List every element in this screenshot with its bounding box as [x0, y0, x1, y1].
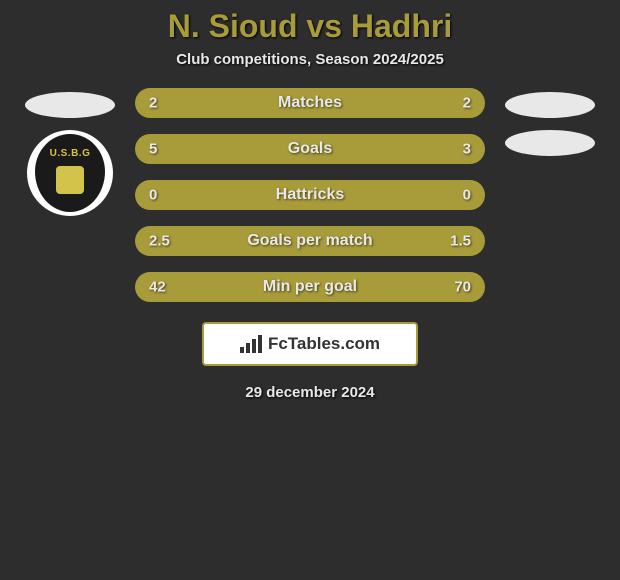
date-text: 29 december 2024	[245, 384, 374, 401]
stat-bar: Goals per match 2.5 1.5	[135, 226, 485, 256]
club-badge-left: U.S.B.G	[27, 130, 113, 216]
stat-bar: Hattricks 0 0	[135, 180, 485, 210]
stat-value-right: 2	[463, 95, 471, 112]
stat-label: Goals	[288, 140, 332, 158]
club-badge-right	[505, 130, 595, 156]
stat-value-right: 3	[463, 141, 471, 158]
stat-bar: Min per goal 42 70	[135, 272, 485, 302]
stat-value-left: 42	[149, 279, 166, 296]
brand-footer[interactable]: FcTables.com	[202, 322, 418, 366]
usbg-shield-icon	[56, 166, 84, 194]
brand-text: FcTables.com	[268, 334, 380, 354]
usbg-logo: U.S.B.G	[35, 134, 105, 212]
stat-label: Min per goal	[263, 278, 357, 296]
player-name-badge-left	[25, 92, 115, 118]
stat-value-left: 2	[149, 95, 157, 112]
season-subtitle: Club competitions, Season 2024/2025	[176, 51, 444, 68]
stat-value-left: 2.5	[149, 233, 170, 250]
stat-value-right: 1.5	[450, 233, 471, 250]
main-row: U.S.B.G Matches 2 2 Goals 5 3 Hattricks 0 0 Goals…	[0, 88, 620, 302]
stat-value-right: 0	[463, 187, 471, 204]
stat-value-left: 0	[149, 187, 157, 204]
bar-chart-icon	[240, 335, 264, 353]
page-title: N. Sioud vs Hadhri	[168, 8, 452, 45]
left-player-col: U.S.B.G	[20, 88, 120, 216]
stat-label: Goals per match	[247, 232, 372, 250]
stat-label: Hattricks	[276, 186, 344, 204]
stat-bar: Goals 5 3	[135, 134, 485, 164]
player-name-badge-right	[505, 92, 595, 118]
stat-label: Matches	[278, 94, 342, 112]
right-player-col	[500, 88, 600, 156]
comparison-card: N. Sioud vs Hadhri Club competitions, Se…	[0, 0, 620, 401]
stat-bar: Matches 2 2	[135, 88, 485, 118]
usbg-text: U.S.B.G	[50, 148, 91, 159]
stats-bars: Matches 2 2 Goals 5 3 Hattricks 0 0 Goals per mat…	[135, 88, 485, 302]
stat-value-left: 5	[149, 141, 157, 158]
stat-value-right: 70	[454, 279, 471, 296]
